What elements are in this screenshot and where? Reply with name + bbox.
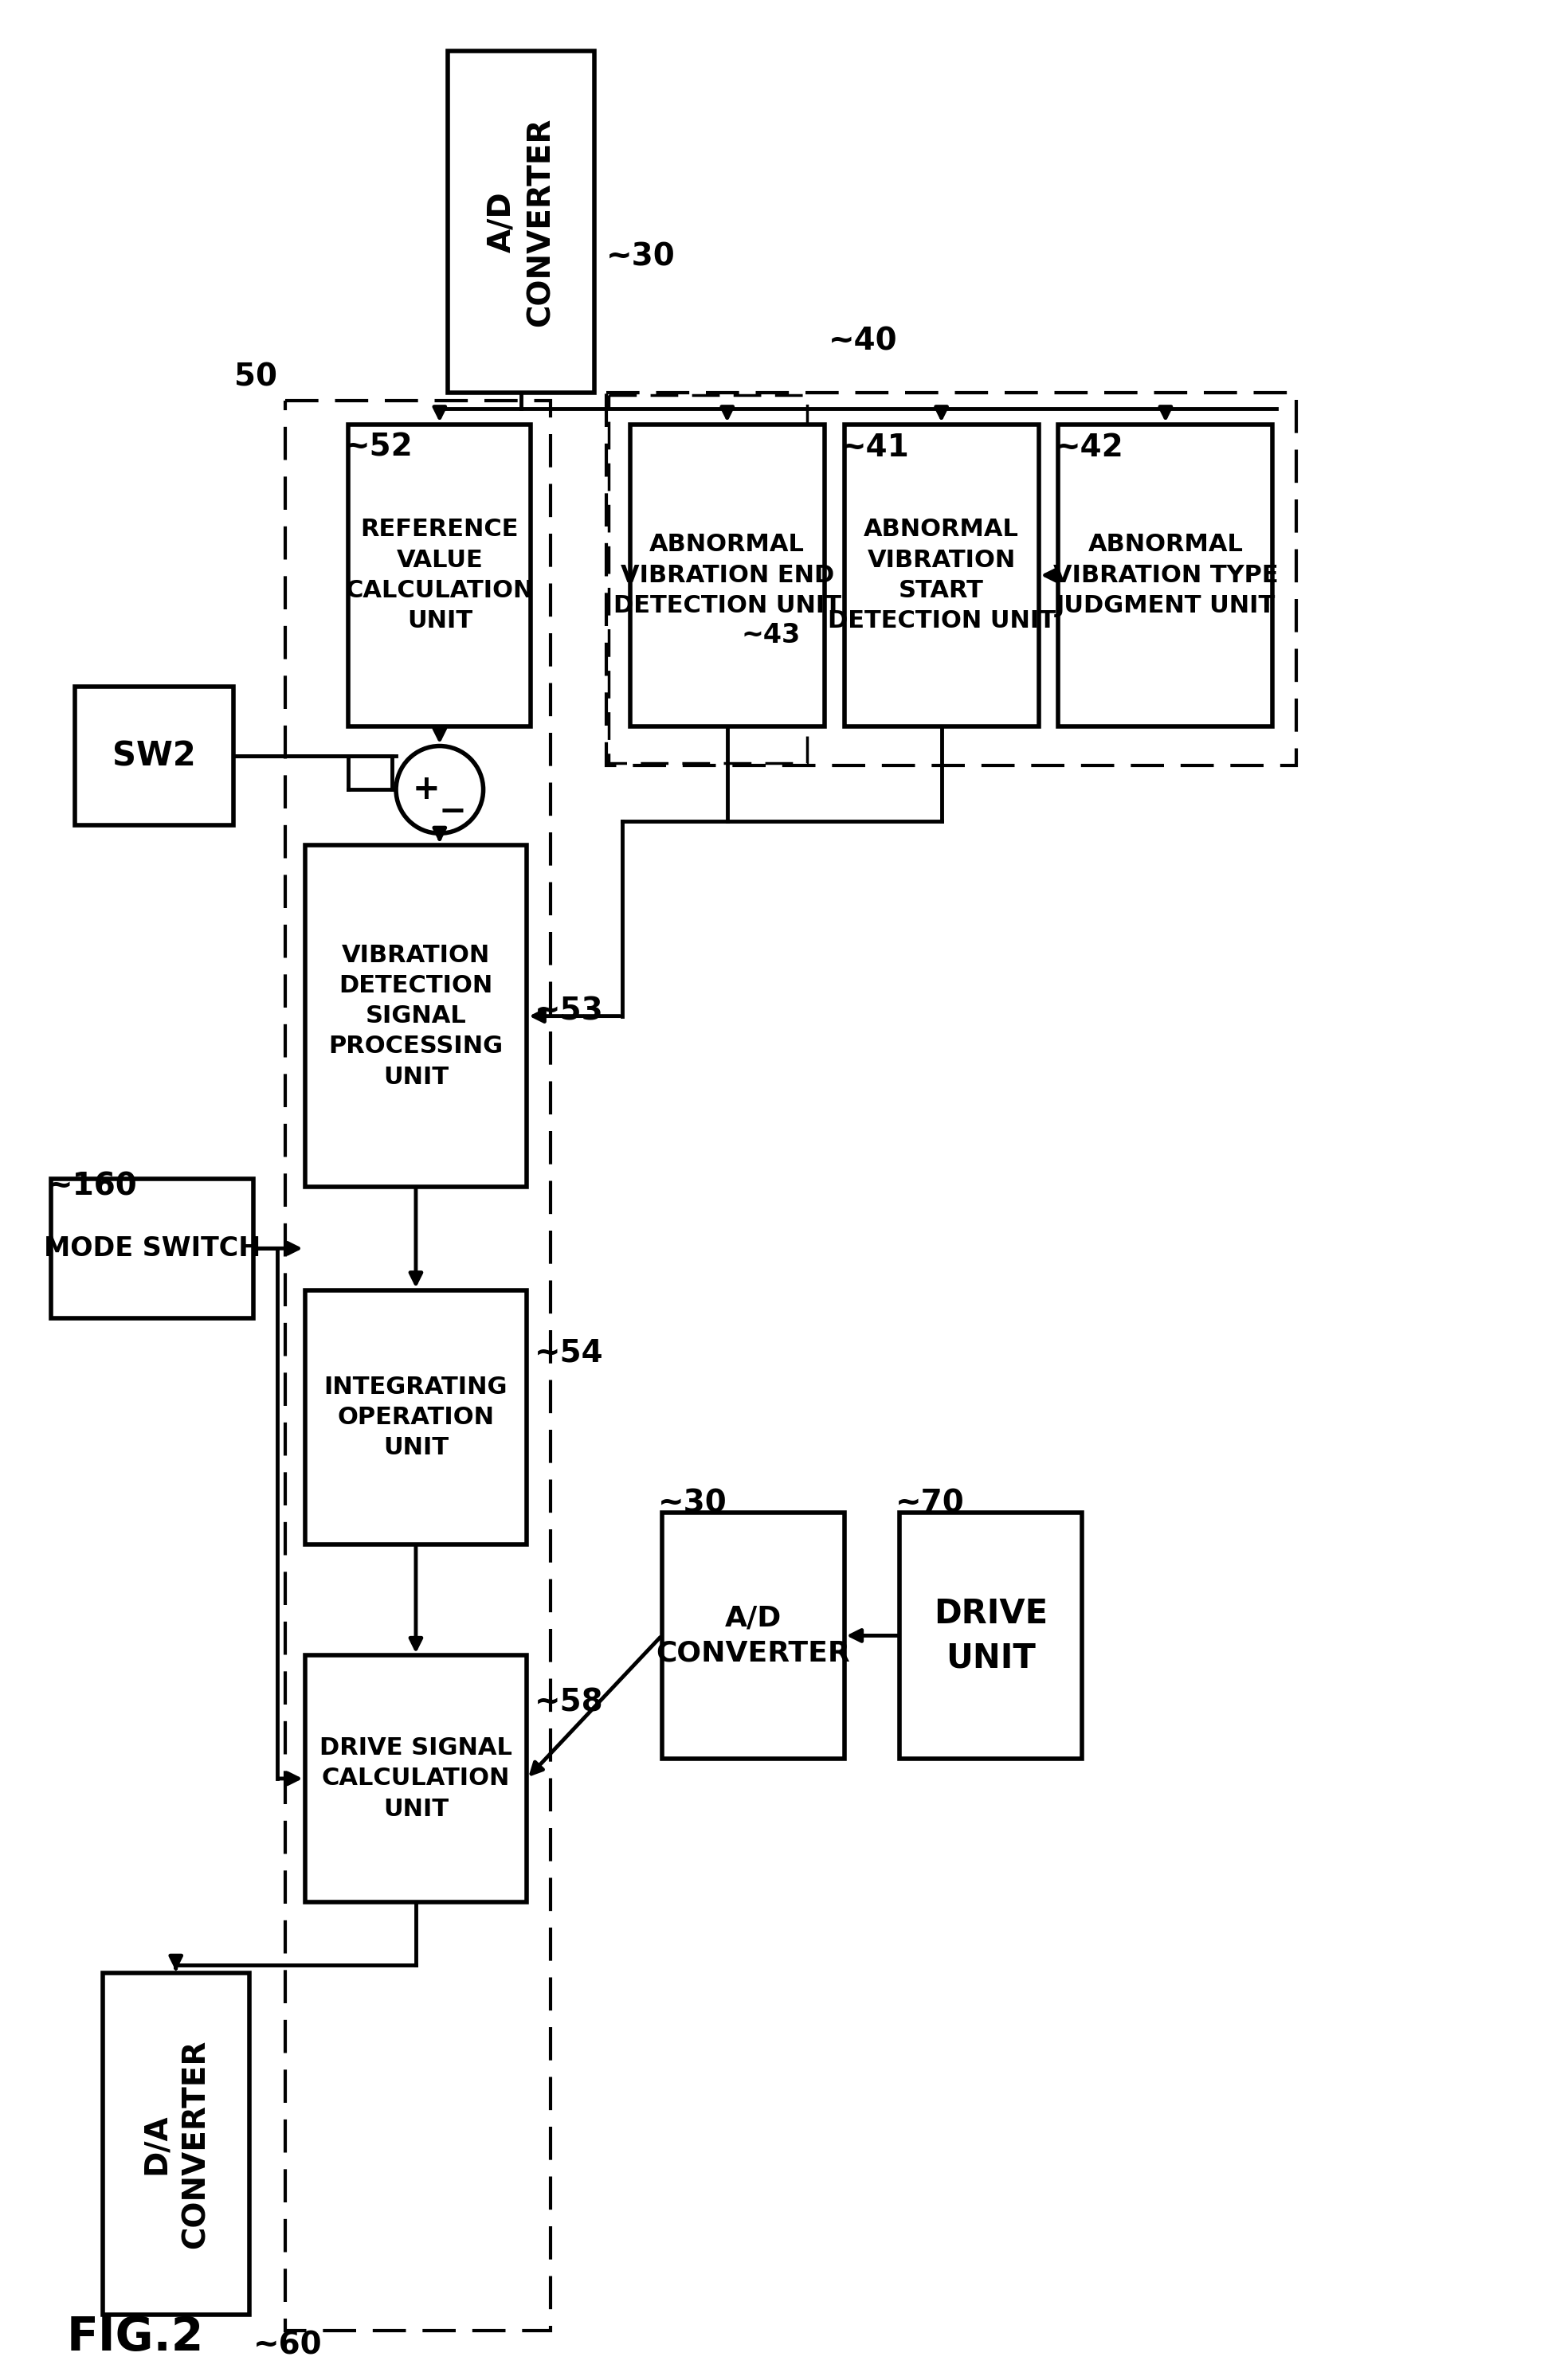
- Bar: [844, 424, 1038, 726]
- Text: ~43: ~43: [742, 621, 801, 647]
- Text: DRIVE SIGNAL
CALCULATION
UNIT: DRIVE SIGNAL CALCULATION UNIT: [320, 1737, 512, 1821]
- Text: VIBRATION
DETECTION
SIGNAL
PROCESSING
UNIT: VIBRATION DETECTION SIGNAL PROCESSING UN…: [329, 942, 503, 1088]
- Text: 50: 50: [234, 362, 276, 393]
- Bar: [900, 1511, 1082, 1759]
- Text: ~52: ~52: [345, 433, 413, 462]
- Bar: [1058, 424, 1273, 726]
- Text: MODE SWITCH: MODE SWITCH: [43, 1235, 261, 1261]
- Text: ~70: ~70: [896, 1488, 965, 1518]
- Text: ~53: ~53: [535, 997, 604, 1026]
- Bar: [304, 845, 526, 1188]
- Bar: [286, 400, 551, 2330]
- Text: ~60: ~60: [253, 2330, 323, 2361]
- Bar: [51, 1178, 253, 1319]
- Text: REFERENCE
VALUE
CALCULATION
UNIT: REFERENCE VALUE CALCULATION UNIT: [346, 519, 534, 633]
- Text: ABNORMAL
VIBRATION TYPE
JUDGMENT UNIT: ABNORMAL VIBRATION TYPE JUDGMENT UNIT: [1052, 533, 1279, 616]
- Bar: [102, 1973, 250, 2316]
- Text: A/D
CONVERTER: A/D CONVERTER: [656, 1604, 850, 1666]
- Bar: [348, 424, 531, 726]
- Bar: [304, 1290, 526, 1545]
- Text: SW2: SW2: [112, 740, 196, 774]
- Bar: [74, 685, 233, 826]
- Text: ~42: ~42: [1054, 433, 1124, 462]
- Text: FIG.2: FIG.2: [67, 2316, 205, 2361]
- Bar: [661, 1511, 844, 1759]
- Text: ABNORMAL
VIBRATION
START
DETECTION UNIT: ABNORMAL VIBRATION START DETECTION UNIT: [827, 519, 1055, 633]
- Text: −: −: [439, 795, 467, 828]
- Bar: [608, 395, 807, 762]
- Text: ABNORMAL
VIBRATION END
DETECTION UNIT: ABNORMAL VIBRATION END DETECTION UNIT: [613, 533, 841, 616]
- Text: ~30: ~30: [607, 243, 675, 271]
- Bar: [630, 424, 824, 726]
- Text: D/A
CONVERTER: D/A CONVERTER: [141, 2040, 211, 2249]
- Text: INTEGRATING
OPERATION
UNIT: INTEGRATING OPERATION UNIT: [324, 1376, 508, 1459]
- Text: ~160: ~160: [47, 1171, 138, 1202]
- Text: A/D
CONVERTER: A/D CONVERTER: [486, 117, 556, 326]
- Text: +: +: [413, 774, 441, 807]
- Bar: [607, 393, 1296, 766]
- Bar: [447, 50, 594, 393]
- Text: DRIVE
UNIT: DRIVE UNIT: [934, 1597, 1048, 1673]
- Text: ~30: ~30: [658, 1488, 726, 1518]
- Text: ~40: ~40: [829, 326, 897, 357]
- Text: ~54: ~54: [535, 1338, 604, 1368]
- Text: ~58: ~58: [535, 1687, 604, 1718]
- Bar: [304, 1656, 526, 1902]
- Circle shape: [396, 745, 483, 833]
- Text: ~41: ~41: [840, 433, 909, 462]
